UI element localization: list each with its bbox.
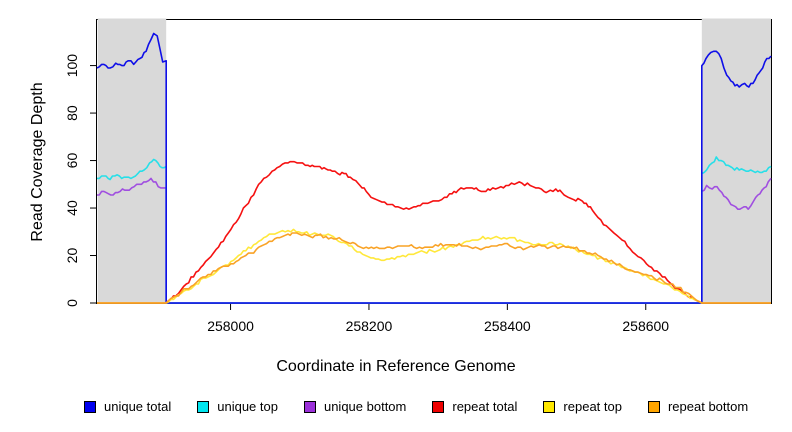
- legend-item-repeat-total: repeat total: [432, 399, 517, 414]
- legend-item-repeat-top: repeat top: [543, 399, 622, 414]
- legend-swatch-icon: [303, 400, 316, 413]
- series-repeat-top: [97, 228, 771, 304]
- legend-label: unique total: [104, 399, 172, 414]
- legend: unique total unique top unique bottom repea…: [84, 399, 748, 414]
- y-tick-label: 80: [64, 105, 80, 121]
- y-axis-label: Read Coverage Depth: [29, 82, 46, 242]
- y-tick-label: 100: [64, 54, 80, 78]
- x-axis-label: Coordinate in Reference Genome: [276, 358, 516, 375]
- legend-swatch-icon: [647, 400, 660, 413]
- right-flank-unique-region: [701, 18, 771, 303]
- legend-item-unique-bottom: unique bottom: [303, 399, 407, 414]
- legend-label: repeat top: [563, 399, 622, 414]
- legend-swatch-icon: [84, 400, 96, 413]
- y-tick-label: 20: [64, 248, 80, 264]
- series-repeat-total: [97, 160, 771, 304]
- x-tick-label: 258400: [484, 318, 531, 334]
- y-tick-label: 60: [64, 153, 80, 169]
- legend-swatch-icon: [197, 400, 210, 413]
- legend-item-unique-total: unique total: [84, 399, 171, 414]
- legend-item-unique-top: unique top: [197, 399, 278, 414]
- plot-frame: [96, 19, 772, 304]
- y-tick-label: 0: [64, 299, 80, 307]
- legend-label: unique top: [217, 399, 278, 414]
- legend-label: unique bottom: [323, 399, 407, 414]
- legend-item-repeat-bottom: repeat bottom: [647, 399, 749, 414]
- x-tick-label: 258600: [622, 318, 669, 334]
- series-repeat-bottom: [97, 232, 771, 304]
- y-tick-label: 40: [64, 200, 80, 216]
- x-tick-label: 258000: [207, 318, 254, 334]
- legend-label: repeat total: [452, 399, 518, 414]
- x-tick-label: 258200: [346, 318, 393, 334]
- legend-swatch-icon: [543, 400, 556, 413]
- legend-swatch-icon: [432, 400, 445, 413]
- series-unique-total: [96, 32, 772, 304]
- legend-label: repeat bottom: [667, 399, 749, 414]
